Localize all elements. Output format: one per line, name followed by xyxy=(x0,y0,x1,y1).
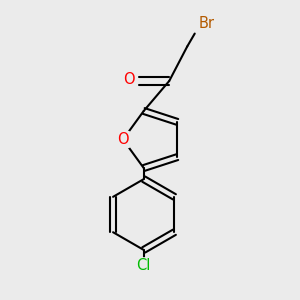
Text: Cl: Cl xyxy=(136,258,151,273)
Text: O: O xyxy=(117,132,129,147)
Text: Br: Br xyxy=(198,16,214,31)
Text: O: O xyxy=(123,72,134,87)
